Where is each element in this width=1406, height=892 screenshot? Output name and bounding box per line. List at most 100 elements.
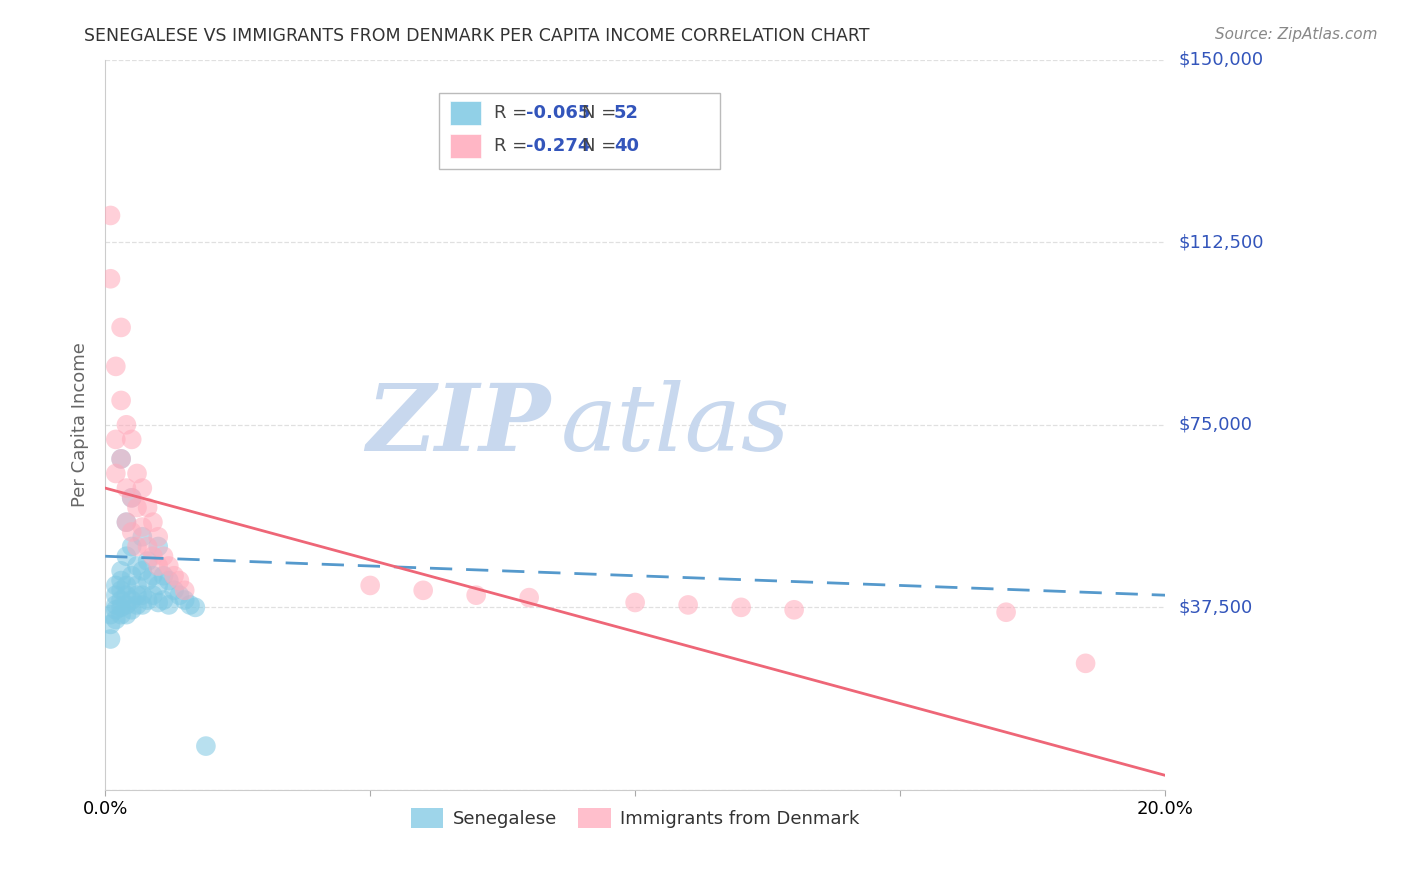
Point: [131, 481, 153, 495]
Y-axis label: Per Capita Income: Per Capita Income: [72, 343, 89, 508]
Point: [125, 500, 148, 515]
Point: [148, 540, 170, 554]
Point: [142, 568, 165, 582]
Point: [121, 491, 143, 505]
Point: [136, 593, 159, 607]
Point: [995, 605, 1018, 619]
Text: $150,000: $150,000: [1180, 51, 1264, 69]
Point: [121, 524, 143, 539]
Point: [104, 578, 127, 592]
Point: [110, 393, 132, 408]
Text: $112,500: $112,500: [1180, 233, 1264, 252]
Point: [125, 598, 148, 612]
Point: [110, 564, 132, 578]
FancyBboxPatch shape: [450, 134, 481, 158]
Point: [121, 593, 143, 607]
Point: [125, 588, 148, 602]
Legend: Senegalese, Immigrants from Denmark: Senegalese, Immigrants from Denmark: [404, 800, 866, 836]
Text: $37,500: $37,500: [1180, 599, 1253, 616]
Point: [125, 578, 148, 592]
Point: [184, 600, 207, 615]
Point: [136, 554, 159, 568]
Point: [104, 467, 127, 481]
Point: [194, 739, 217, 753]
Point: [104, 613, 127, 627]
Point: [465, 588, 488, 602]
Point: [131, 588, 153, 602]
Point: [110, 320, 132, 334]
Point: [163, 568, 186, 582]
Point: [169, 574, 191, 588]
Point: [624, 595, 647, 609]
Point: [100, 607, 122, 622]
Point: [148, 559, 170, 574]
Point: [412, 583, 434, 598]
Point: [157, 559, 180, 574]
Point: [104, 433, 127, 447]
Point: [148, 578, 170, 592]
Text: N =: N =: [582, 104, 621, 122]
Point: [115, 607, 138, 622]
Text: -0.065: -0.065: [526, 104, 591, 122]
Point: [125, 540, 148, 554]
Point: [110, 600, 132, 615]
Text: SENEGALESE VS IMMIGRANTS FROM DENMARK PER CAPITA INCOME CORRELATION CHART: SENEGALESE VS IMMIGRANTS FROM DENMARK PE…: [84, 27, 870, 45]
Point: [173, 593, 195, 607]
Point: [115, 481, 138, 495]
Point: [100, 272, 122, 286]
Point: [783, 603, 806, 617]
Point: [121, 433, 143, 447]
Text: 52: 52: [614, 104, 638, 122]
Text: R =: R =: [494, 136, 533, 155]
Text: 40: 40: [614, 136, 638, 155]
Point: [157, 574, 180, 588]
FancyBboxPatch shape: [439, 93, 720, 169]
Point: [121, 603, 143, 617]
Point: [131, 598, 153, 612]
Point: [110, 451, 132, 466]
Point: [131, 530, 153, 544]
Point: [169, 588, 191, 602]
Point: [110, 574, 132, 588]
Point: [104, 598, 127, 612]
Point: [152, 593, 174, 607]
Point: [100, 209, 122, 223]
FancyBboxPatch shape: [450, 101, 481, 125]
Point: [148, 595, 170, 609]
Point: [136, 574, 159, 588]
Text: atlas: atlas: [561, 380, 790, 470]
Point: [173, 583, 195, 598]
Text: Source: ZipAtlas.com: Source: ZipAtlas.com: [1215, 27, 1378, 42]
Point: [110, 583, 132, 598]
Point: [104, 603, 127, 617]
Point: [676, 598, 699, 612]
Point: [142, 549, 165, 564]
Point: [142, 515, 165, 529]
Point: [359, 578, 381, 592]
Point: [115, 549, 138, 564]
Point: [517, 591, 540, 605]
Point: [136, 540, 159, 554]
Point: [115, 598, 138, 612]
Point: [125, 559, 148, 574]
Point: [125, 467, 148, 481]
Point: [115, 578, 138, 592]
Point: [131, 520, 153, 534]
Point: [152, 568, 174, 582]
Point: [152, 549, 174, 564]
Point: [163, 583, 186, 598]
Point: [131, 564, 153, 578]
Point: [104, 359, 127, 374]
Point: [179, 598, 201, 612]
Point: [136, 500, 159, 515]
Point: [730, 600, 752, 615]
Point: [121, 491, 143, 505]
Point: [100, 632, 122, 646]
Point: [121, 540, 143, 554]
Point: [104, 588, 127, 602]
Point: [115, 515, 138, 529]
Point: [115, 588, 138, 602]
Point: [100, 617, 122, 632]
Text: $75,000: $75,000: [1180, 416, 1253, 434]
Point: [121, 568, 143, 582]
